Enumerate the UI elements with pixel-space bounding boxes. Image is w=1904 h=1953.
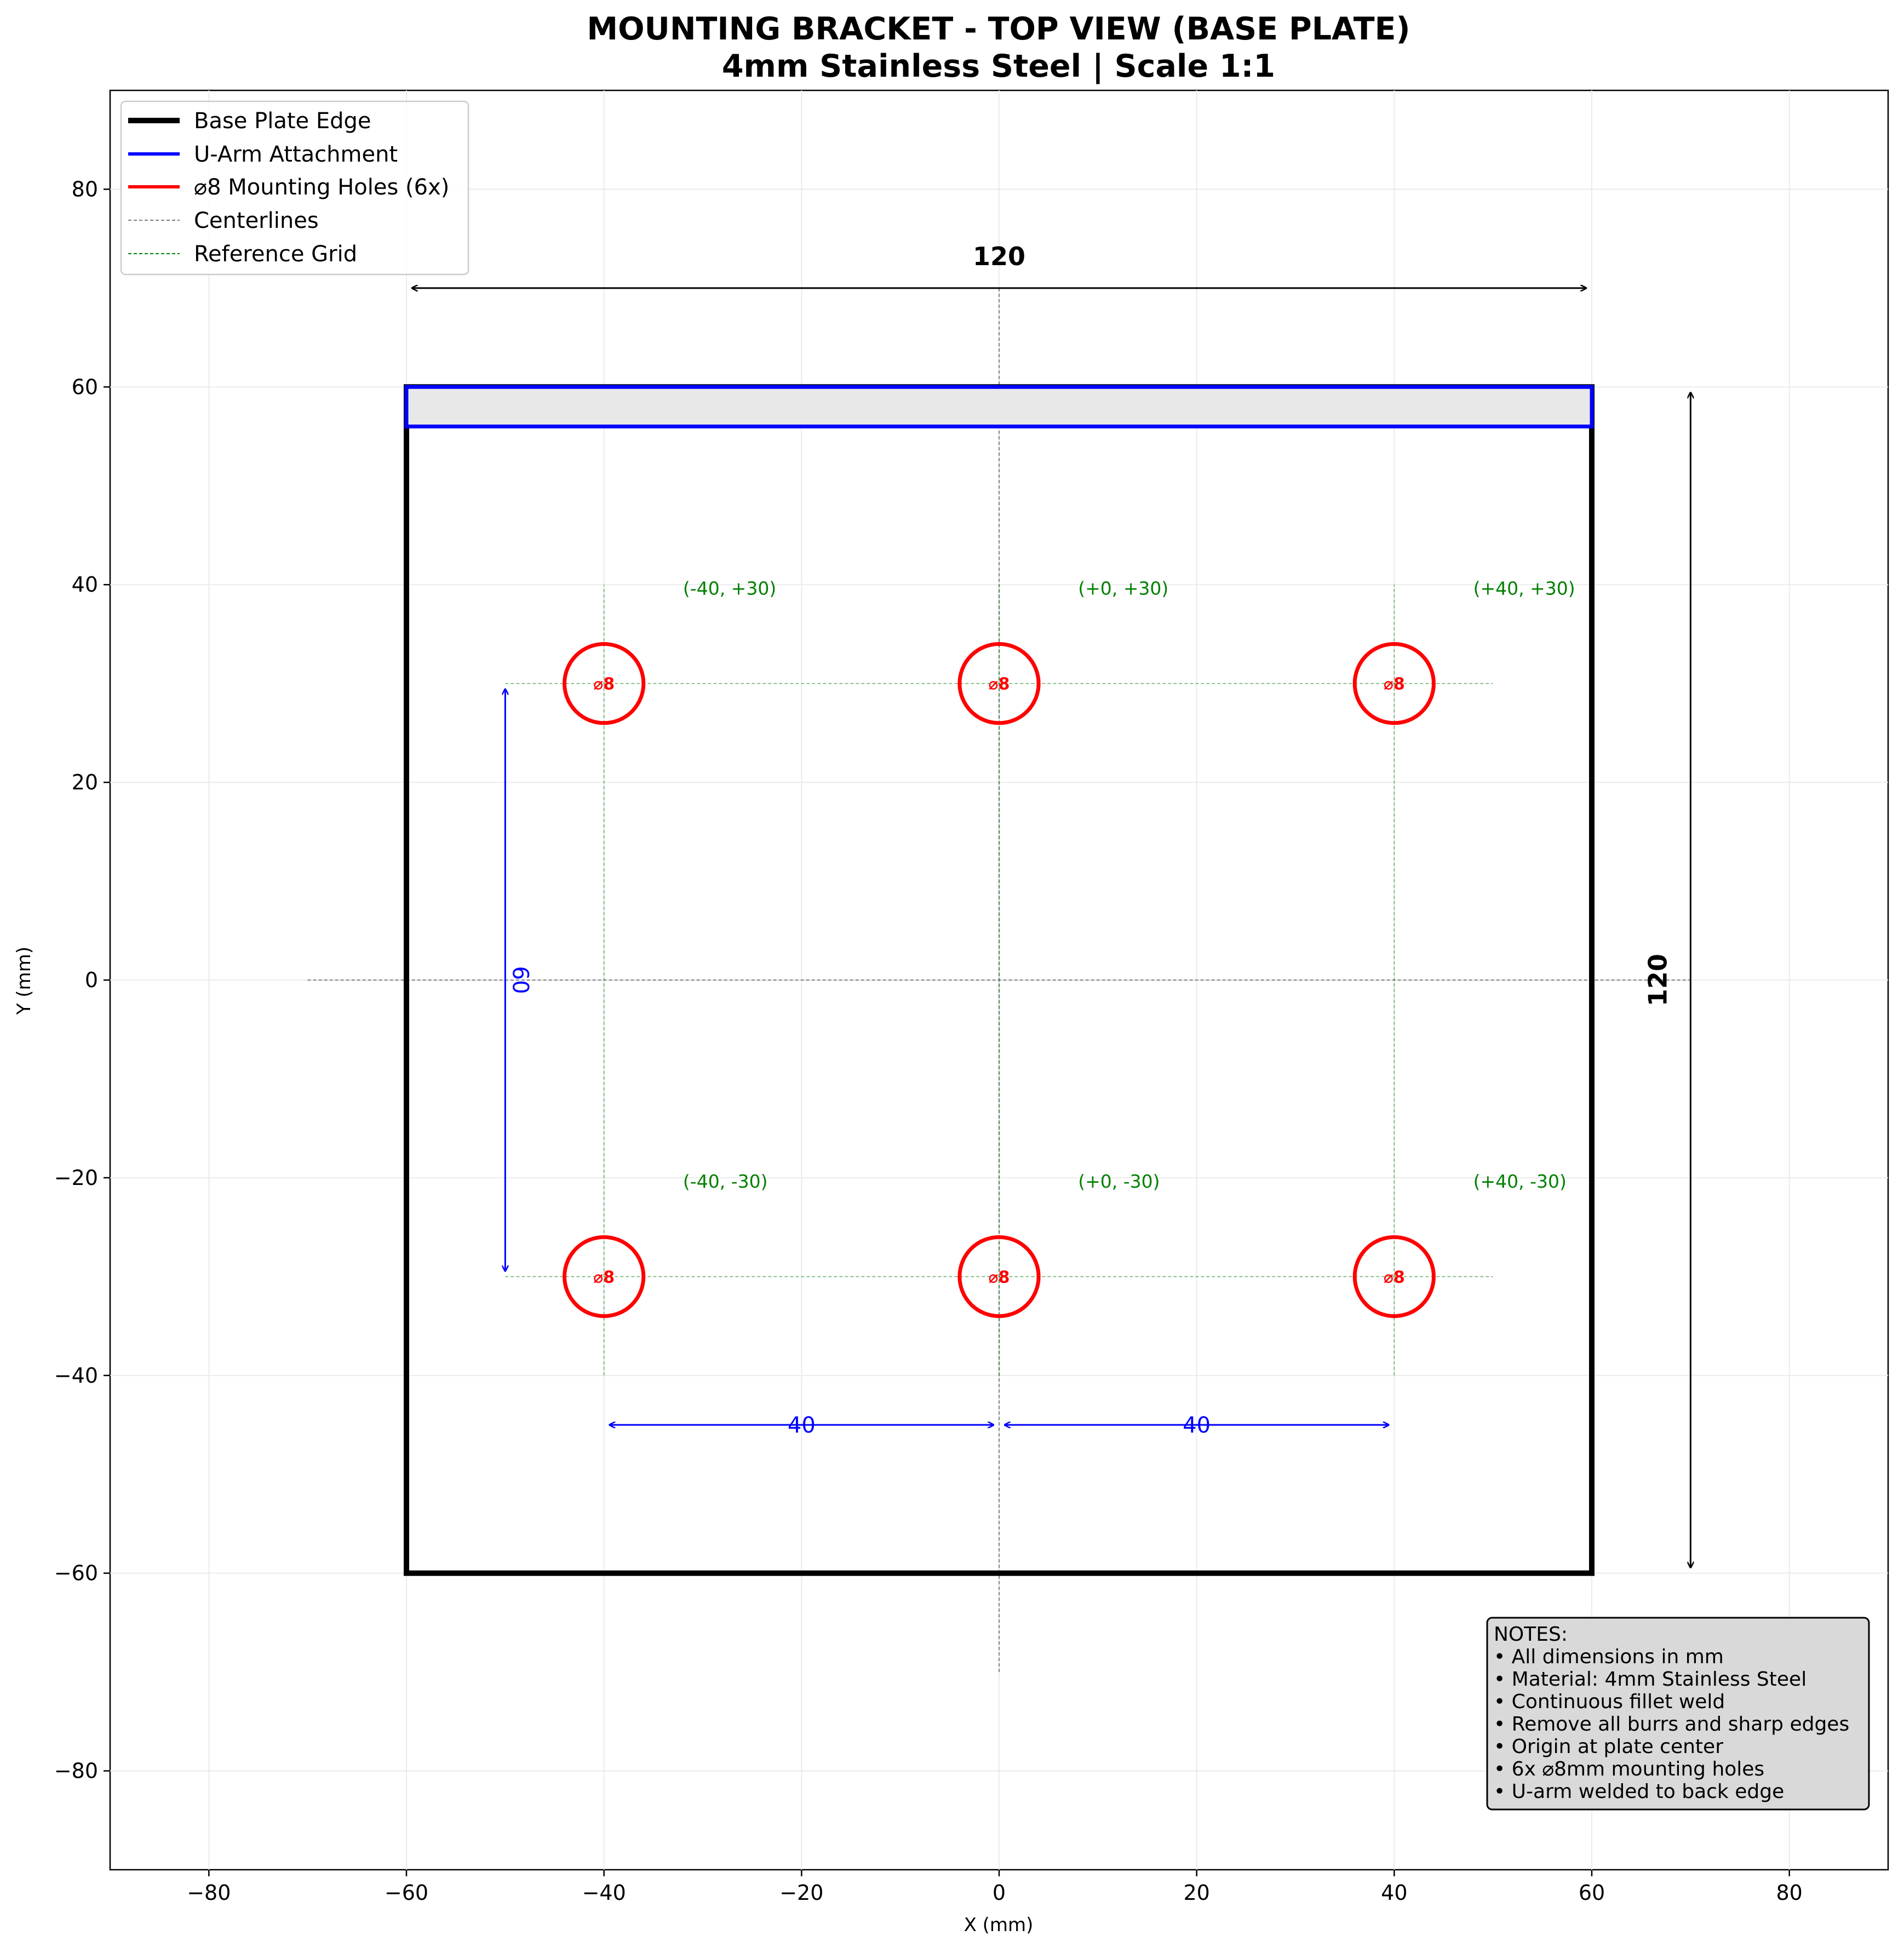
mounting-hole [1352, 642, 1436, 725]
y-axis-label: Y (mm) [13, 947, 35, 1015]
title-line-1: MOUNTING BRACKET - TOP VIEW (BASE PLATE) [587, 11, 1410, 47]
overall-height-label: 120 [1643, 954, 1672, 1006]
notes-line: • Origin at plate center [1494, 1736, 1723, 1758]
notes-line: • Material: 4mm Stainless Steel [1494, 1668, 1806, 1691]
hole-diameter-label: ⌀8 [593, 1268, 615, 1287]
hole-coordinate-label: (-40, +30) [683, 577, 776, 599]
y-tick-label: −40 [54, 1364, 98, 1388]
y-tick-label: 20 [72, 770, 98, 794]
hole-diameter-label: ⌀8 [989, 1268, 1010, 1287]
legend-label-base-plate: Base Plate Edge [194, 108, 371, 134]
hole-diameter-label: ⌀8 [593, 675, 615, 694]
x-tick-label: −40 [582, 1881, 626, 1905]
mounting-hole [957, 642, 1041, 725]
notes-line: • 6x ⌀8mm mounting holes [1494, 1758, 1764, 1780]
dimensions: 120 120 60 40 40 [412, 242, 1690, 1568]
legend-label-centerlines: Centerlines [194, 208, 319, 233]
y-tick-label: 40 [72, 572, 98, 597]
hole-diameter-label: ⌀8 [1384, 675, 1405, 694]
y-tick-label: −80 [54, 1759, 98, 1783]
notes-line: • Remove all burrs and sharp edges [1494, 1713, 1849, 1736]
hole-diameter-label: ⌀8 [989, 675, 1010, 694]
notes-line: • U-arm welded to back edge [1494, 1780, 1784, 1803]
legend-box [120, 100, 469, 276]
overall-width-label: 120 [973, 242, 1025, 271]
notes-background [1486, 1617, 1870, 1811]
x-tick-label: −80 [187, 1881, 231, 1905]
mounting-holes: ⌀8 (-40, +30) ⌀8 (+0, +30) ⌀8 (+40, +30) ⌀8 (-4… [563, 577, 1575, 1318]
legend: Base Plate Edge U-Arm Attachment ⌀8 Moun… [120, 100, 469, 276]
x-tick-label: 80 [1776, 1881, 1802, 1905]
mounting-hole [1352, 1235, 1436, 1318]
hole-left-spacing-label: 40 [788, 1413, 816, 1438]
mounting-hole [563, 642, 646, 725]
x-tick-label: 60 [1579, 1881, 1605, 1905]
hole-coordinate-label: (-40, -30) [683, 1171, 768, 1192]
axis-ticks: −80 −60 −40 −20 0 20 40 60 80 −80 −60 −40 −20 0 20 40 60… [54, 177, 1803, 1905]
y-tick-label: 60 [72, 375, 98, 399]
x-tick-label: 0 [993, 1881, 1006, 1905]
mounting-hole [957, 1235, 1041, 1318]
notes-line: • All dimensions in mm [1494, 1646, 1724, 1668]
x-axis-label: X (mm) [964, 1914, 1034, 1936]
title-line-2: 4mm Stainless Steel | Scale 1:1 [722, 48, 1275, 85]
legend-label-holes: ⌀8 Mounting Holes (6x) [194, 175, 449, 200]
hole-right-spacing-label: 40 [1183, 1413, 1211, 1438]
notes-line: • Continuous fillet weld [1494, 1691, 1725, 1713]
legend-label-u-arm: U-Arm Attachment [194, 142, 398, 167]
hole-coordinate-label: (+0, -30) [1078, 1171, 1160, 1192]
hole-diameter-label: ⌀8 [1384, 1268, 1405, 1287]
hole-coordinate-label: (+40, -30) [1473, 1171, 1567, 1192]
notes-box: NOTES: • All dimensions in mm • Material… [1486, 1617, 1870, 1811]
mounting-hole [563, 1235, 646, 1318]
x-tick-label: 40 [1381, 1881, 1407, 1905]
notes-line: NOTES: [1494, 1623, 1568, 1646]
hole-reference-grid [505, 585, 1493, 1376]
u-arm-attachment [404, 385, 1594, 429]
hole-coordinate-label: (+40, +30) [1473, 577, 1575, 599]
y-tick-label: 80 [72, 177, 98, 201]
hole-coordinate-label: (+0, +30) [1078, 577, 1168, 599]
legend-label-reference-grid: Reference Grid [194, 242, 357, 267]
x-tick-label: −20 [779, 1881, 823, 1905]
x-tick-label: −60 [385, 1881, 428, 1905]
y-tick-label: −20 [54, 1166, 98, 1190]
x-tick-label: 20 [1183, 1881, 1209, 1905]
y-tick-label: −60 [54, 1561, 98, 1585]
y-tick-label: 0 [85, 968, 98, 992]
hole-vertical-spacing-label: 60 [507, 966, 532, 994]
